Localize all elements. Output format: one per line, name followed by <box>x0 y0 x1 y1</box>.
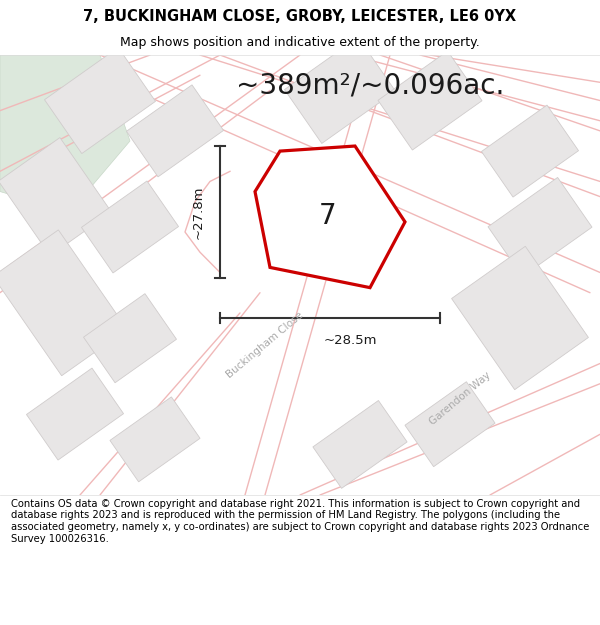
Polygon shape <box>127 85 224 177</box>
Text: Map shows position and indicative extent of the property.: Map shows position and indicative extent… <box>120 36 480 49</box>
Text: 7: 7 <box>319 202 337 230</box>
Polygon shape <box>488 177 592 276</box>
Polygon shape <box>284 38 395 144</box>
Text: ~27.8m: ~27.8m <box>191 185 205 239</box>
Polygon shape <box>82 181 179 273</box>
Polygon shape <box>44 48 155 154</box>
Polygon shape <box>481 105 578 197</box>
Polygon shape <box>313 401 407 488</box>
Polygon shape <box>452 246 589 389</box>
Text: Contains OS data © Crown copyright and database right 2021. This information is : Contains OS data © Crown copyright and d… <box>11 499 589 544</box>
Text: Garendon Way: Garendon Way <box>427 371 493 428</box>
Polygon shape <box>83 294 176 382</box>
Polygon shape <box>405 382 495 467</box>
Polygon shape <box>110 397 200 482</box>
Polygon shape <box>0 230 127 376</box>
Text: ~28.5m: ~28.5m <box>323 334 377 347</box>
Polygon shape <box>255 146 405 288</box>
Polygon shape <box>26 368 124 460</box>
Polygon shape <box>378 51 482 150</box>
Text: Buckingham Close: Buckingham Close <box>224 311 305 380</box>
Polygon shape <box>0 138 112 256</box>
Text: ~389m²/~0.096ac.: ~389m²/~0.096ac. <box>236 71 504 99</box>
Text: 7, BUCKINGHAM CLOSE, GROBY, LEICESTER, LE6 0YX: 7, BUCKINGHAM CLOSE, GROBY, LEICESTER, L… <box>83 9 517 24</box>
Polygon shape <box>0 55 130 212</box>
